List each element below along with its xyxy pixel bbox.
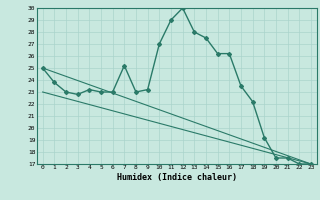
X-axis label: Humidex (Indice chaleur): Humidex (Indice chaleur) bbox=[117, 173, 237, 182]
